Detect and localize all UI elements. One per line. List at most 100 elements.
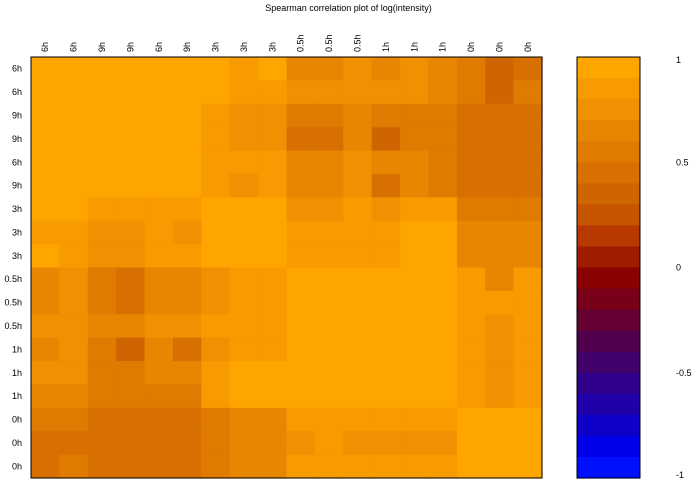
heatmap-cell [59,337,89,362]
heatmap-cell [229,337,259,362]
heatmap-cell [59,150,89,175]
heatmap-cell [144,150,174,175]
heatmap-cell [343,103,373,128]
heatmap-cell [314,290,344,315]
heatmap-cell [258,127,288,152]
heatmap-cell [258,244,288,269]
heatmap-cell [428,220,458,245]
heatmap-cell [513,103,543,128]
heatmap-cell [144,431,174,456]
heatmap-cell [31,197,60,222]
heatmap-cell [456,337,486,362]
row-label: 9h [12,181,22,191]
heatmap-cell [172,103,202,128]
heatmap-cell [87,267,117,292]
color-legend [577,57,640,479]
color-legend-swatch [577,204,640,226]
heatmap-cell [201,127,231,152]
heatmap-cell [485,150,515,175]
color-legend-swatch [577,225,640,248]
heatmap-cell [428,290,458,315]
heatmap-cell [201,57,231,81]
heatmap-cell [59,314,89,339]
heatmap-cell [428,337,458,362]
heatmap-cell [343,244,373,269]
heatmap-cell [400,314,430,339]
heatmap-cell [343,173,373,198]
heatmap-cell [400,267,430,292]
heatmap-cell [31,454,60,479]
color-legend-tick-label: 0.5 [676,157,689,167]
heatmap-cell [144,314,174,339]
row-label: 1h [12,344,22,354]
heatmap-cell [513,314,543,339]
heatmap-cell [59,454,89,479]
heatmap-cell [400,80,430,105]
heatmap-cell [485,267,515,292]
heatmap-cell [59,267,89,292]
heatmap-cell [400,103,430,128]
color-legend-swatch [577,120,640,142]
heatmap-cell [513,127,543,152]
heatmap-cell [456,290,486,315]
heatmap-cell [485,314,515,339]
heatmap-cell [456,407,486,432]
column-label: 0.5h [353,34,363,52]
heatmap-cell [31,361,60,386]
heatmap-cell [87,57,117,81]
heatmap-cell [513,244,543,269]
heatmap-cell [229,197,259,222]
heatmap-cell [428,197,458,222]
heatmap-cell [201,431,231,456]
heatmap-cell [400,197,430,222]
heatmap-cell [485,384,515,409]
row-label: 3h [12,227,22,237]
heatmap-cell [258,314,288,339]
heatmap-cell [314,197,344,222]
color-legend-tick-label: -1 [676,470,684,480]
heatmap-cell [59,290,89,315]
column-label: 3h [267,42,277,52]
heatmap-cell [456,267,486,292]
heatmap-cell [456,384,486,409]
heatmap-cell [116,384,146,409]
color-legend-swatch [577,78,640,100]
heatmap-cell [116,431,146,456]
heatmap-cell [371,314,401,339]
color-legend-tick-label: -0.5 [676,368,692,378]
heatmap-cell [59,103,89,128]
heatmap-cell [201,150,231,175]
heatmap-cell [31,57,60,81]
heatmap-cell [456,150,486,175]
heatmap-cell [456,127,486,152]
heatmap-cell [456,173,486,198]
heatmap-cell [314,173,344,198]
heatmap-cell [400,384,430,409]
heatmap-cell [513,407,543,432]
heatmap-cell [286,431,316,456]
heatmap-cell [59,244,89,269]
heatmap-cell [144,173,174,198]
heatmap-cell [314,407,344,432]
heatmap-cell [485,103,515,128]
row-label: 6h [12,157,22,167]
heatmap-cell [456,103,486,128]
heatmap-cell [428,80,458,105]
heatmap-cell [513,80,543,105]
heatmap-cell [258,57,288,81]
heatmap-cell [31,267,60,292]
heatmap-cell [314,127,344,152]
heatmap-cell [31,127,60,152]
heatmap-cell [286,407,316,432]
column-label: 1h [381,42,391,52]
heatmap-cell [428,127,458,152]
heatmap-cell [513,57,543,81]
heatmap-cell [258,150,288,175]
row-label: 3h [12,251,22,261]
heatmap-cell [144,361,174,386]
heatmap-cell [485,197,515,222]
heatmap-cell [87,103,117,128]
heatmap-cell [400,150,430,175]
heatmap-cell [314,337,344,362]
